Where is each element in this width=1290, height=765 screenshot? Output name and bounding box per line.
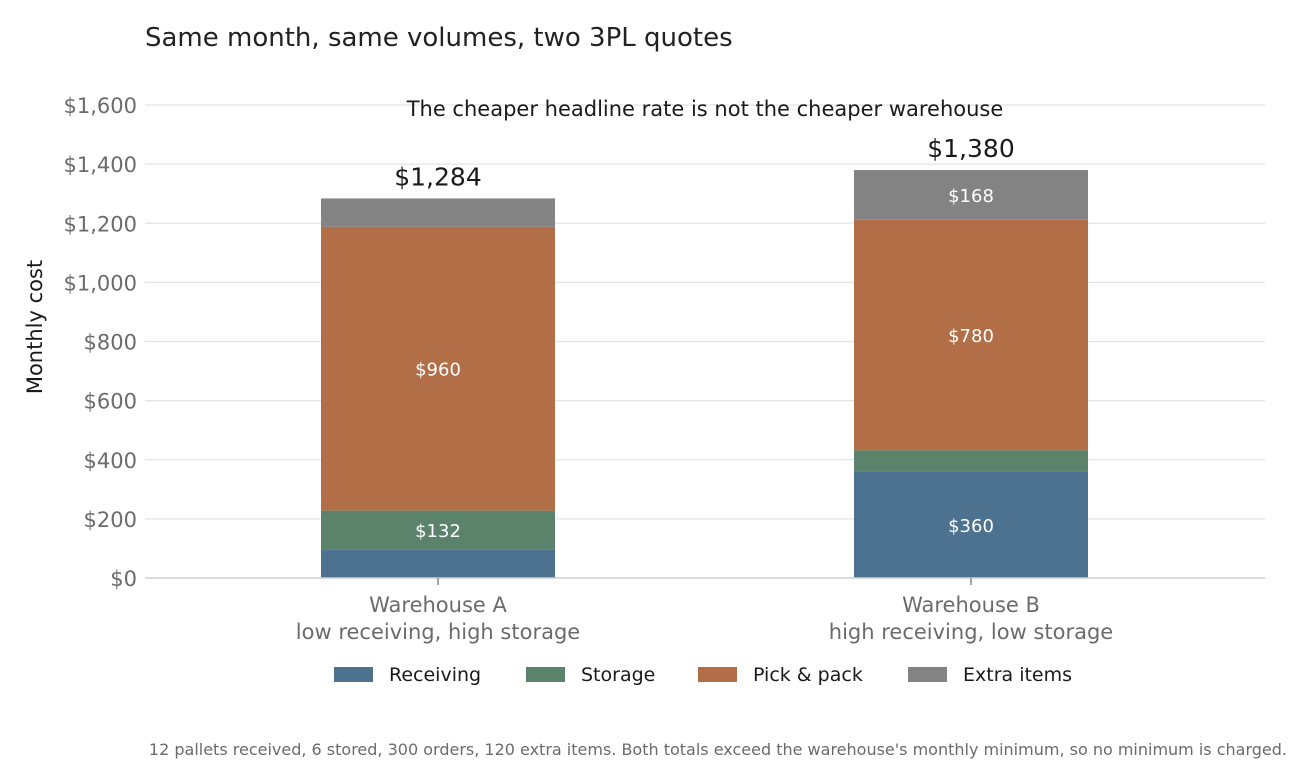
legend-label: Pick & pack (753, 664, 863, 686)
x-tick-label: Warehouse B (902, 593, 1040, 617)
y-tick-label: $800 (84, 331, 137, 355)
chart-subtitle: The cheaper headline rate is not the che… (406, 97, 1004, 121)
legend-item: Extra items (908, 664, 1072, 686)
y-tick-label: $400 (84, 449, 137, 473)
x-axis-ticks: Warehouse A low receiving, high storage Wa… (296, 578, 1113, 644)
x-tick-sublabel: low receiving, high storage (296, 620, 580, 644)
segment-value-label: $780 (948, 326, 994, 347)
legend-swatch (334, 667, 373, 682)
y-tick-label: $1,400 (64, 153, 137, 177)
bar-segment (321, 510, 555, 550)
bar-segment (854, 219, 1088, 451)
y-axis-tick-labels: $0 $200 $400 $600 $800 $1,000 $1,200 $1,400 $1,6… (64, 94, 137, 591)
segment-value-label: $132 (415, 521, 461, 542)
bar-segment (854, 450, 1088, 472)
segment-value-label: $960 (415, 360, 461, 381)
legend-item: Pick & pack (698, 664, 863, 686)
legend-label: Storage (581, 664, 655, 686)
segment-value-labels: $132 $960 $360 $780 $168 (415, 186, 994, 542)
legend-item: Receiving (334, 664, 481, 686)
legend-swatch (698, 667, 737, 682)
x-tick-label: Warehouse A (369, 593, 507, 617)
legend-swatch (526, 667, 565, 682)
bar-segment (321, 549, 555, 578)
legend-label: Receiving (389, 664, 481, 686)
legend-swatch (908, 667, 947, 682)
y-tick-label: $0 (110, 567, 137, 591)
legend-item: Storage (526, 664, 655, 686)
bar-segment (321, 226, 555, 511)
gridlines (145, 104, 1265, 520)
segment-value-label: $360 (948, 516, 994, 537)
y-tick-label: $600 (84, 390, 137, 414)
y-tick-label: $1,200 (64, 212, 137, 236)
bar-total-label: $1,284 (394, 162, 481, 191)
y-axis-title: Monthly cost (23, 260, 47, 394)
bar-segments (321, 170, 1088, 578)
chart-caption: 12 pallets received, 6 stored, 300 order… (149, 740, 1287, 759)
y-tick-label: $200 (84, 508, 137, 532)
y-tick-label: $1,600 (64, 94, 137, 118)
legend: Receiving Storage Pick & pack Extra items (334, 664, 1072, 686)
segment-value-label: $168 (948, 186, 994, 207)
total-labels: $1,284 $1,380 (394, 134, 1014, 191)
chart-title: Same month, same volumes, two 3PL quotes (145, 23, 733, 53)
bar-segment (854, 170, 1088, 220)
y-tick-label: $1,000 (64, 271, 137, 295)
legend-label: Extra items (963, 664, 1072, 686)
bar-segment (854, 471, 1088, 578)
bar-segment (321, 198, 555, 227)
x-tick-sublabel: high receiving, low storage (829, 620, 1113, 644)
bar-total-label: $1,380 (927, 134, 1014, 163)
